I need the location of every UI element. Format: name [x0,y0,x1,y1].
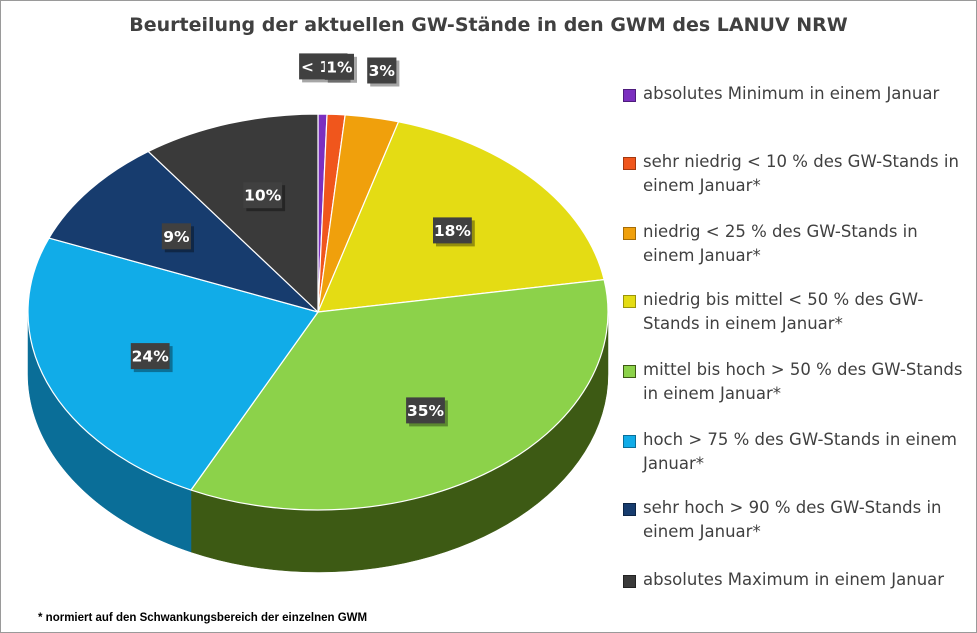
legend-item: niedrig < 25 % des GW-Stands in einem Ja… [623,220,968,268]
pie-slice-7 [147,113,319,313]
legend-swatch [623,89,636,102]
pie-slice-5 [27,237,319,491]
data-label-6: 9% [161,223,194,253]
legend-label: sehr hoch > 90 % des GW-Stands in einem … [643,498,942,541]
legend-label: niedrig < 25 % des GW-Stands in einem Ja… [643,222,918,265]
data-label-3: 18% [433,217,475,247]
legend-swatch [623,435,636,448]
data-label-2: 3% [367,57,400,87]
data-label-1: 1% [324,53,357,83]
svg-text:24%: 24% [132,348,170,366]
legend-label: mittel bis hoch > 50 % des GW-Stands in … [643,360,963,403]
legend-swatch [623,503,636,516]
pie-slice-3 [317,121,605,313]
chart-title: Beurteilung der aktuellen GW-Stände in d… [129,14,848,36]
legend-swatch [623,157,636,170]
legend-item: sehr hoch > 90 % des GW-Stands in einem … [623,496,968,544]
legend-item: absolutes Maximum in einem Januar [623,568,968,592]
legend-item: absolutes Minimum in einem Januar [623,82,968,106]
svg-text:10%: 10% [244,187,282,205]
footnote: * normiert auf den Schwankungsbereich de… [38,612,368,624]
legend-item: mittel bis hoch > 50 % des GW-Stands in … [623,358,968,406]
svg-text:1%: 1% [326,58,353,76]
legend-label: absolutes Minimum in einem Januar [643,84,940,103]
legend-item: sehr niedrig < 10 % des GW-Stands in ein… [623,150,968,198]
legend-swatch [623,227,636,240]
legend-label: absolutes Maximum in einem Januar [643,570,945,589]
pie-slice-4 [190,279,609,511]
svg-text:18%: 18% [434,222,472,240]
svg-text:35%: 35% [407,402,445,420]
legend-swatch [623,295,636,308]
legend-swatch [623,365,636,378]
legend-item: hoch > 75 % des GW-Stands in einem Janua… [623,428,968,476]
svg-text:9%: 9% [163,228,190,246]
svg-text:3%: 3% [369,62,396,80]
legend-label: niedrig bis mittel < 50 % des GW-Stands … [643,290,924,333]
legend-label: hoch > 75 % des GW-Stands in einem Janua… [643,430,957,473]
data-label-7: 10% [243,182,286,212]
legend-item: niedrig bis mittel < 50 % des GW-Stands … [623,288,968,336]
legend-label: sehr niedrig < 10 % des GW-Stands in ein… [643,152,959,195]
legend-swatch [623,575,636,588]
data-label-4: 35% [406,397,448,427]
data-label-5: 24% [130,343,173,373]
